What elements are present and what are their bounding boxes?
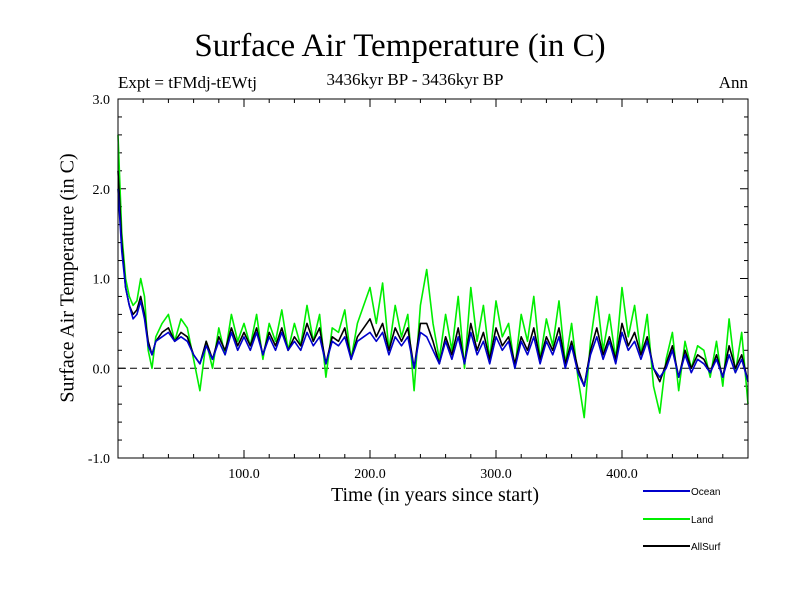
y-tick-label: 0.0 [93,362,111,377]
season-label: Ann [718,73,748,92]
period-label: 3436kyr BP - 3436kyr BP [326,70,504,89]
x-tick-label: 300.0 [480,467,512,482]
legend-label-allsurf: AllSurf [691,542,721,553]
legend-label-land: Land [691,515,713,526]
x-axis-label: Time (in years since start) [330,484,540,506]
x-tick-label: 400.0 [606,467,638,482]
legend-label-ocean: Ocean [691,487,720,498]
series-line-land [117,134,749,419]
chart-title: Surface Air Temperature (in C) [194,28,606,64]
y-tick-label: 1.0 [93,273,111,288]
y-tick-label: -1.0 [88,452,110,467]
plot-frame [117,98,749,459]
series-line-ocean [117,188,749,388]
x-tick-label: 100.0 [228,467,260,482]
series-line-allsurf [117,170,749,388]
y-tick-label: 3.0 [93,93,111,108]
y-tick-label: 2.0 [93,183,111,198]
x-tick-label: 200.0 [354,467,386,482]
experiment-label: Expt = tFMdj-tEWtj [118,73,257,92]
